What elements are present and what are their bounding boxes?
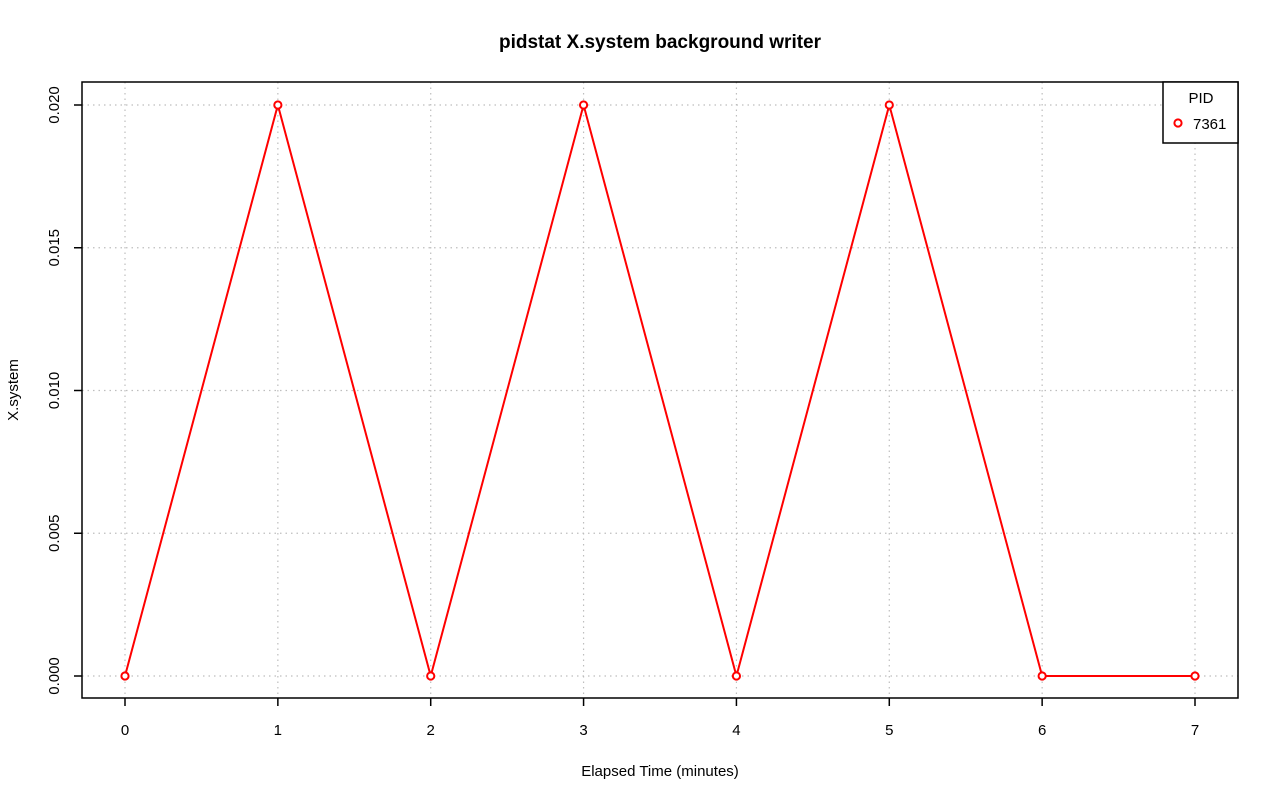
chart-title: pidstat X.system background writer (499, 32, 822, 53)
data-point (120, 671, 130, 681)
data-point (731, 671, 742, 681)
x-tick-label: 3 (579, 722, 587, 739)
data-point (884, 100, 894, 110)
legend: PID 7361 (1162, 81, 1239, 144)
series-7361 (120, 100, 1200, 681)
x-axis-label: Elapsed Time (minutes) (581, 763, 739, 780)
x-tick-label: 7 (1191, 722, 1199, 739)
legend-title: PID (1188, 90, 1213, 107)
x-axis: 0 1 2 3 4 5 6 7 (121, 698, 1199, 739)
legend-box (1162, 81, 1239, 144)
y-tick-label: 0.010 (46, 372, 63, 410)
data-point (273, 100, 283, 110)
y-tick-label: 0.005 (46, 514, 63, 552)
data-point (578, 100, 589, 110)
data-point (1190, 671, 1200, 681)
x-tick-label: 5 (885, 722, 893, 739)
x-tick-label: 0 (121, 722, 129, 739)
y-tick-label: 0.015 (46, 229, 63, 267)
x-tick-label: 4 (732, 722, 740, 739)
y-tick-label: 0.020 (46, 86, 63, 124)
y-axis-label: X.system (5, 359, 22, 421)
series-line (124, 104, 1195, 677)
y-axis: 0.000 0.005 0.010 0.015 0.020 (46, 86, 82, 695)
x-tick-label: 6 (1038, 722, 1046, 739)
series-layer (120, 100, 1200, 681)
y-tick-label: 0.000 (46, 657, 63, 695)
x-tick-label: 2 (427, 722, 435, 739)
x-tick-label: 1 (274, 722, 282, 739)
legend-series-label: 7361 (1193, 116, 1226, 133)
data-point (426, 671, 436, 681)
legend-marker-icon (1173, 118, 1183, 128)
data-point (1037, 671, 1047, 681)
